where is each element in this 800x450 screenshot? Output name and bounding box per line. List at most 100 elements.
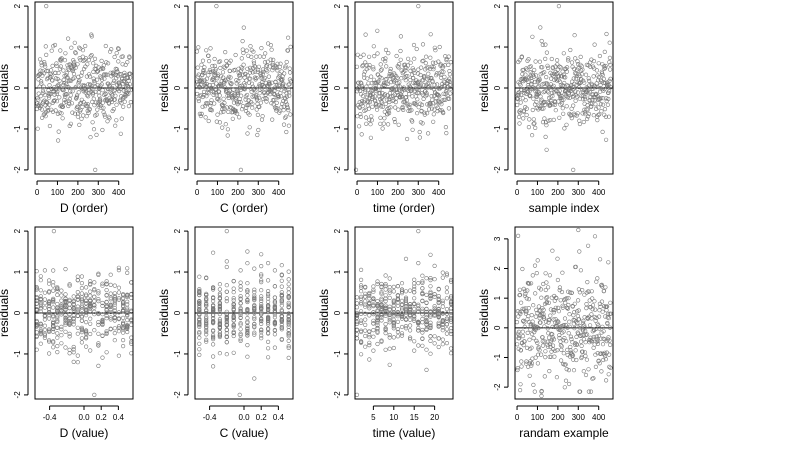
data-point (285, 48, 291, 53)
data-point (266, 291, 271, 297)
data-point (428, 101, 434, 107)
data-point (515, 96, 521, 102)
data-point (544, 147, 549, 152)
data-point (552, 307, 557, 313)
data-point (420, 279, 425, 284)
data-point (281, 108, 286, 113)
data-point (367, 290, 372, 296)
data-point (75, 104, 80, 109)
data-point (236, 79, 241, 84)
data-point (279, 319, 284, 325)
data-point (222, 100, 227, 106)
data-point (559, 289, 565, 295)
data-point (593, 106, 599, 111)
data-point (371, 348, 376, 353)
data-point (601, 357, 606, 363)
data-point (83, 330, 89, 335)
data-point (597, 53, 603, 59)
data-point (391, 320, 396, 325)
data-point (238, 337, 243, 342)
data-point (88, 279, 93, 284)
data-point (536, 78, 541, 83)
data-point (221, 75, 226, 80)
data-point (109, 97, 114, 102)
data-point (197, 301, 202, 306)
data-point (63, 267, 68, 272)
data-point (211, 319, 216, 324)
data-point (411, 75, 416, 81)
data-point (577, 249, 582, 254)
data-point (122, 99, 127, 104)
data-point (354, 301, 360, 306)
data-point (92, 309, 97, 315)
data-point (48, 68, 54, 73)
data-point (86, 57, 91, 63)
data-point (211, 342, 216, 347)
y-tick-label: -1 (333, 350, 342, 358)
data-point (412, 56, 417, 61)
data-point (419, 108, 424, 113)
data-point (378, 68, 384, 73)
data-point (204, 94, 209, 99)
data-point (379, 306, 384, 311)
data-point (284, 129, 289, 135)
data-point (602, 49, 607, 55)
data-point (401, 107, 406, 112)
data-point (197, 299, 202, 304)
data-point (523, 86, 529, 92)
data-point (80, 104, 85, 110)
x-tick-label: 0.2 (96, 413, 108, 422)
data-point (364, 62, 369, 68)
data-point (578, 54, 583, 60)
data-point (576, 85, 582, 90)
data-point (58, 48, 63, 53)
data-point (286, 321, 291, 326)
data-point (110, 92, 115, 98)
data-point (564, 69, 570, 74)
data-point (367, 99, 373, 105)
data-point (63, 317, 68, 322)
data-point (49, 73, 54, 78)
data-point (363, 304, 368, 309)
data-point (270, 117, 275, 122)
data-point (367, 343, 372, 348)
data-point (387, 362, 392, 367)
data-point (580, 111, 585, 116)
data-point (279, 294, 284, 299)
data-point (259, 306, 264, 311)
data-point (50, 109, 56, 114)
data-point (221, 64, 226, 69)
data-point (122, 78, 127, 84)
data-point (379, 303, 384, 308)
data-point (86, 72, 92, 77)
data-point (266, 261, 271, 266)
data-point (286, 355, 291, 361)
data-point (375, 330, 380, 335)
data-point (118, 86, 123, 92)
data-point (603, 137, 609, 142)
data-point (395, 75, 400, 80)
data-point (557, 327, 563, 333)
data-point (604, 96, 609, 101)
data-point (558, 298, 563, 303)
data-point (361, 52, 366, 57)
data-point (528, 70, 533, 75)
data-point (59, 298, 64, 303)
data-point (42, 297, 48, 302)
data-point (367, 62, 372, 68)
data-point (83, 43, 88, 49)
data-point (259, 302, 264, 307)
data-point (204, 81, 209, 87)
data-point (247, 125, 252, 130)
data-point (428, 252, 433, 257)
data-point (386, 122, 391, 127)
data-point (534, 99, 539, 105)
data-point (204, 303, 209, 308)
data-point (56, 129, 61, 134)
data-point (395, 284, 401, 289)
data-point (421, 78, 426, 83)
y-tick-label: -2 (493, 383, 502, 391)
data-point (97, 96, 103, 101)
data-point (596, 314, 602, 319)
